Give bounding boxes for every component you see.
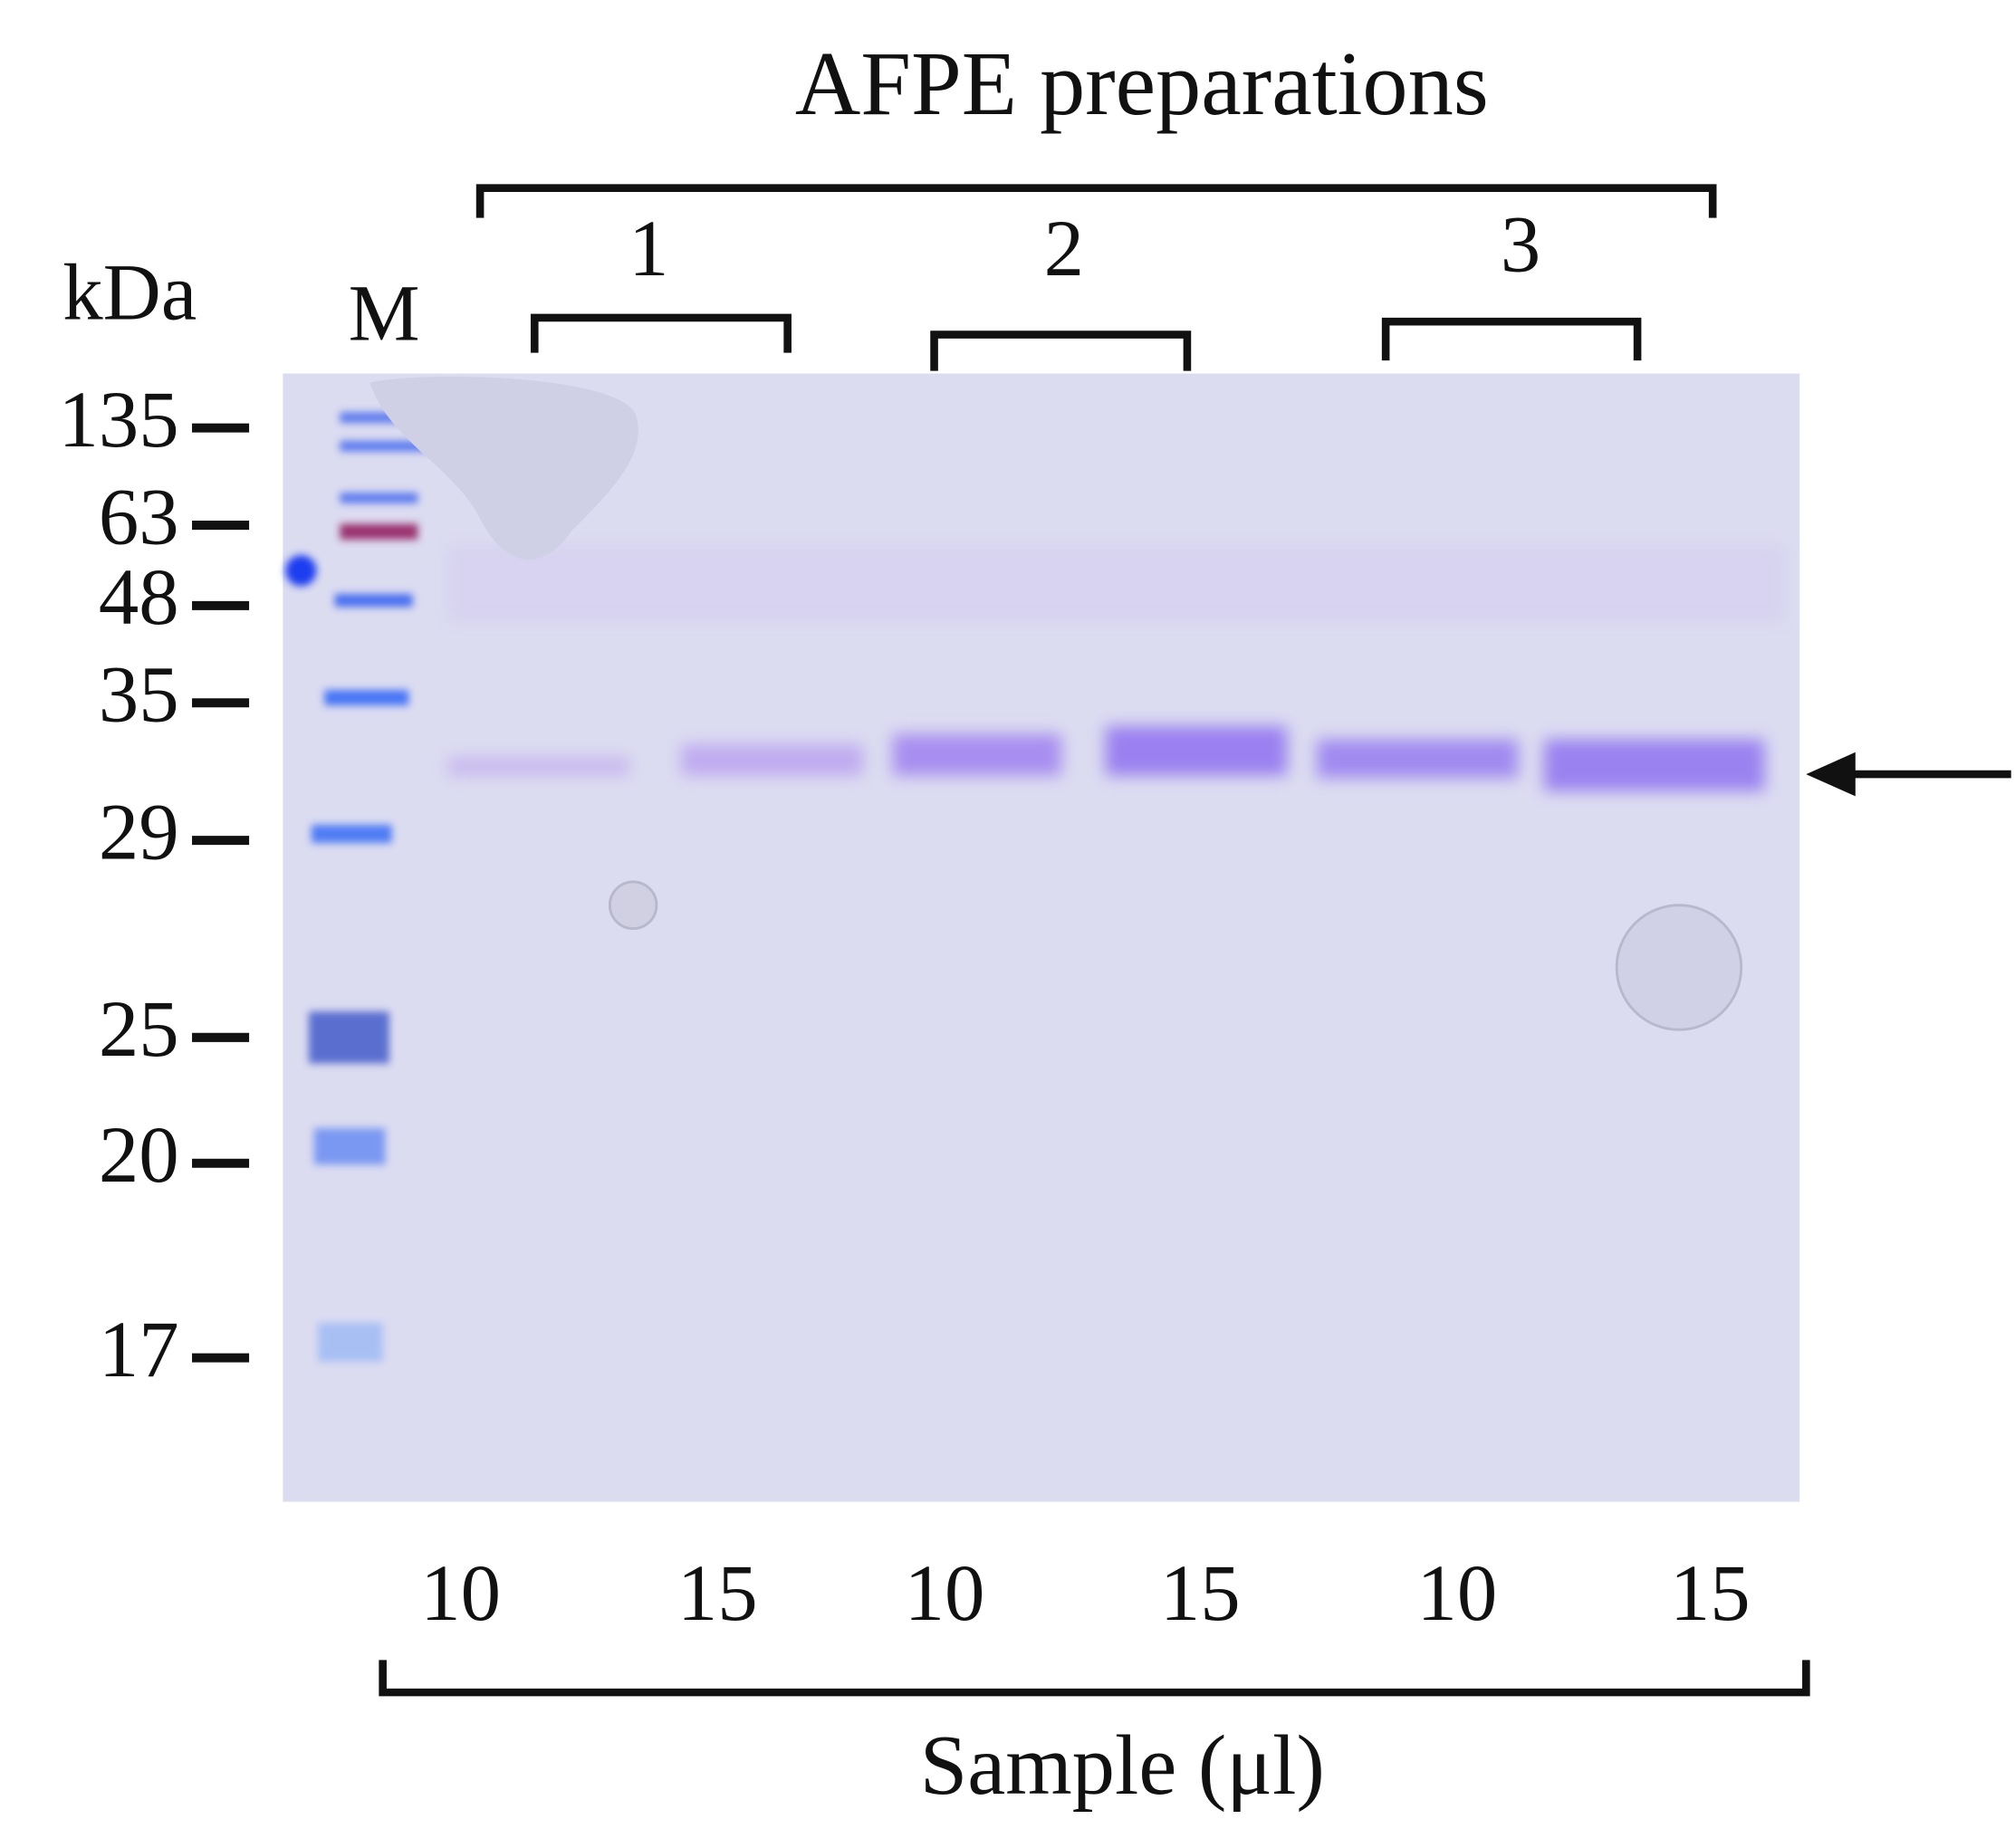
band [340, 523, 418, 540]
marker-label: 35 [99, 651, 179, 740]
bubble [608, 880, 658, 930]
title: AFPE preparations [795, 34, 1489, 134]
sample-label: 10 [905, 1549, 985, 1638]
group-bracket [530, 313, 792, 353]
marker-label: 63 [99, 473, 179, 561]
group-label: 2 [1044, 205, 1084, 293]
group-label: 3 [1501, 201, 1540, 290]
smear [447, 544, 1784, 623]
band [318, 1322, 383, 1362]
group-label: 1 [628, 205, 668, 293]
spot [285, 555, 317, 587]
sample-label: 10 [420, 1549, 501, 1638]
marker-lane-label: M [349, 270, 420, 359]
band [340, 493, 418, 503]
bottom-bracket [379, 1660, 1810, 1697]
band [313, 1128, 386, 1165]
band [1543, 739, 1765, 791]
band [1317, 739, 1519, 779]
band [1105, 726, 1288, 776]
footer-label: Sample (μl) [920, 1719, 1325, 1813]
marker-label: 25 [99, 985, 179, 1074]
axis-label: kDa [62, 249, 197, 338]
band [340, 440, 431, 452]
band [681, 744, 863, 776]
sample-label: 15 [1160, 1549, 1241, 1638]
sample-label: 10 [1417, 1549, 1498, 1638]
band [334, 593, 413, 608]
group-bracket [1381, 317, 1642, 361]
band [311, 824, 392, 843]
marker-bands [285, 412, 431, 1362]
arrow-head [1806, 752, 1856, 797]
marker-label: 48 [99, 553, 179, 642]
sample-bands [447, 544, 1784, 791]
band [324, 689, 409, 706]
band [340, 412, 431, 423]
marker-label: 29 [99, 789, 179, 877]
top-bracket [475, 184, 1717, 218]
marker-label: 135 [58, 376, 178, 464]
band [308, 1011, 389, 1064]
group-bracket [930, 330, 1192, 371]
band [892, 733, 1061, 776]
artifact [369, 376, 638, 560]
sample-label: 15 [677, 1549, 758, 1638]
marker-label: 17 [99, 1306, 179, 1394]
sample-label: 15 [1670, 1549, 1751, 1638]
bubble [1615, 904, 1743, 1031]
marker-label: 20 [99, 1111, 179, 1200]
band [447, 757, 629, 776]
